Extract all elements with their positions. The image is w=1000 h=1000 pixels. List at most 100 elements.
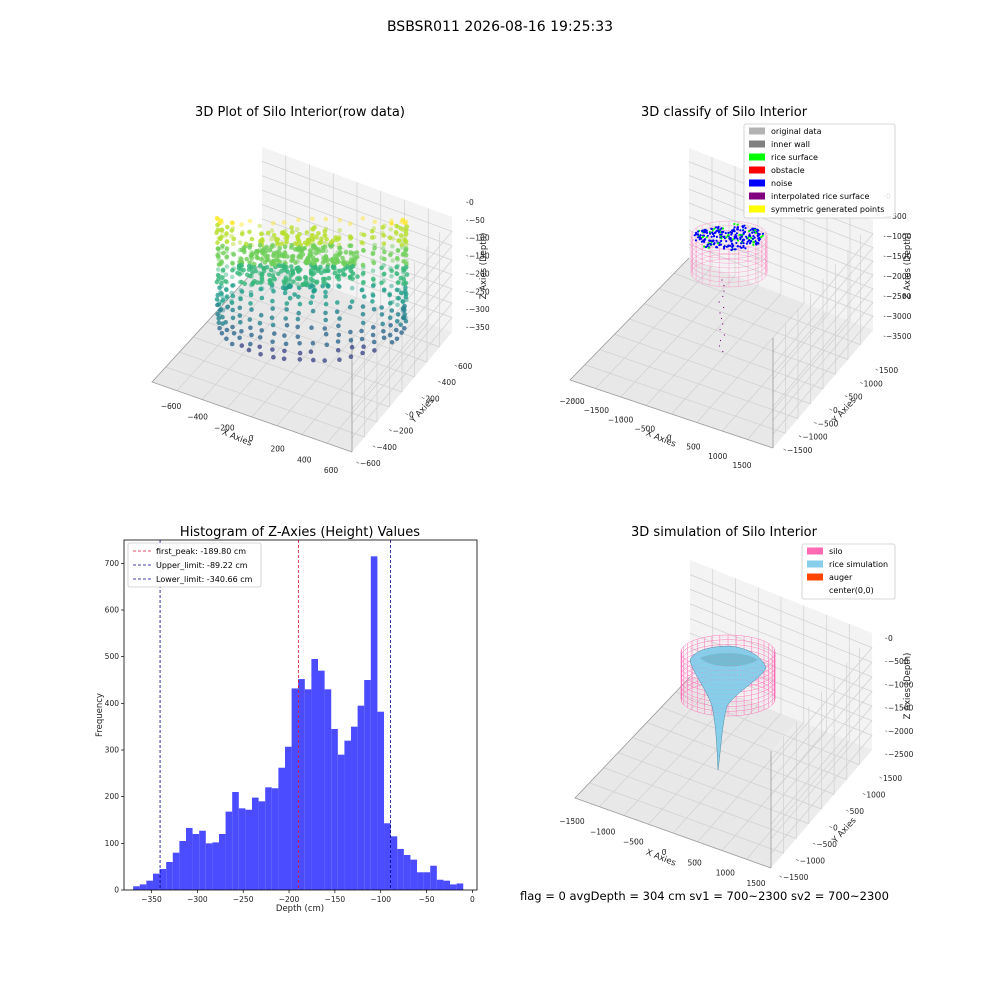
raw-data-point [238, 296, 243, 302]
classify-point [703, 229, 706, 232]
raw-data-point [239, 289, 245, 294]
raw-data-point [230, 307, 235, 313]
classify-points [690, 220, 768, 353]
raw-data-point [217, 308, 223, 313]
classify-point [697, 230, 700, 233]
raw-data-point [323, 310, 328, 316]
raw-data-point [246, 347, 252, 353]
raw-data-point [311, 243, 317, 248]
raw-data-point [343, 250, 349, 255]
classify-point [751, 231, 754, 234]
raw-data-point [258, 312, 264, 318]
classify-y-tick: 1500 [879, 366, 898, 375]
classify-point [711, 231, 714, 234]
raw-data-point [369, 229, 375, 234]
classify-legend-swatch [749, 127, 765, 135]
raw-data-point [281, 220, 287, 225]
histogram-bar [179, 841, 186, 890]
raw-data-point [380, 225, 386, 230]
classify-point [756, 228, 759, 231]
raw-data-point [215, 272, 221, 278]
raw-data-point [225, 224, 230, 230]
raw-data-point [224, 239, 230, 244]
raw-data-point [323, 317, 329, 323]
raw-data-point [371, 277, 376, 282]
raw-data-point [262, 260, 268, 265]
simulation-silo-ring [680, 660, 776, 695]
raw-data-gridlines [165, 155, 453, 444]
raw-data-point [289, 254, 295, 259]
raw-data-point [252, 265, 257, 270]
classify-point [718, 230, 721, 233]
classify-point [723, 236, 726, 239]
classify-silo-ring [690, 254, 768, 283]
raw-data-point [268, 267, 274, 273]
simulation-x-tick: 500 [688, 858, 703, 867]
raw-data-point [331, 260, 337, 266]
raw-data-point [348, 338, 354, 343]
raw-data-point [360, 350, 365, 356]
raw-data-point [340, 255, 345, 261]
raw-data-point [349, 299, 355, 304]
classify-legend-label: inner wall [771, 140, 810, 149]
raw-data-point [281, 253, 286, 259]
raw-data-point [224, 294, 230, 299]
histogram-y-tick: 0 [114, 886, 119, 895]
raw-data-z-tick: −50 [469, 216, 485, 225]
histogram-bar [146, 880, 153, 890]
raw-data-point [361, 247, 366, 253]
raw-data-point [235, 270, 240, 276]
classify-point [708, 239, 711, 242]
classify-z-tick: −2000 [886, 272, 912, 281]
raw-data-point [249, 332, 254, 338]
raw-data-x-tick: 600 [324, 466, 339, 475]
raw-data-point [394, 327, 399, 333]
raw-data-point [258, 286, 264, 292]
classify-point [736, 245, 739, 248]
histogram-bar [450, 884, 457, 890]
raw-data-point [297, 276, 303, 282]
raw-data-point [257, 223, 263, 229]
raw-data-point [270, 306, 276, 311]
raw-data-point [249, 255, 254, 261]
simulation-z-tick: 0 [888, 634, 893, 643]
raw-data-x-tick: 400 [297, 455, 312, 464]
raw-data-point [403, 294, 409, 300]
raw-data-point [360, 262, 366, 268]
histogram-bar [265, 787, 272, 890]
raw-data-point [360, 320, 366, 326]
raw-data-z-label: Z Axies (Depth) [479, 233, 489, 300]
simulation-legend-label: rice simulation [829, 560, 888, 569]
classify-point [756, 234, 759, 237]
histogram-panel: Histogram of Z-Axies (Height) Values −35… [95, 525, 478, 914]
classify-point [742, 229, 745, 232]
raw-data-point [394, 264, 400, 270]
classify-point [757, 237, 760, 240]
raw-data-point [394, 287, 400, 293]
classify-point [752, 229, 755, 232]
raw-data-point [334, 257, 340, 263]
raw-data-point [302, 274, 308, 280]
raw-data-point [387, 235, 393, 240]
classify-point [707, 246, 710, 249]
raw-data-point [350, 263, 356, 269]
classify-y-tick: 500 [848, 393, 863, 402]
histogram-bar [205, 843, 213, 890]
raw-data-point [361, 344, 366, 350]
raw-data-point [321, 280, 326, 285]
raw-data-point [297, 253, 303, 258]
raw-data-point [284, 307, 289, 312]
raw-data-point [380, 246, 386, 251]
raw-data-point [225, 304, 231, 310]
raw-data-point [348, 329, 353, 335]
classify-point [716, 242, 720, 245]
raw-data-point [400, 217, 406, 223]
classify-point [719, 339, 722, 342]
raw-data-point [380, 321, 386, 327]
classify-point [699, 234, 702, 237]
raw-data-point [259, 275, 265, 280]
raw-data-title: 3D Plot of Silo Interior(row data) [195, 105, 405, 120]
raw-data-point [269, 315, 275, 321]
raw-data-point [242, 249, 247, 255]
